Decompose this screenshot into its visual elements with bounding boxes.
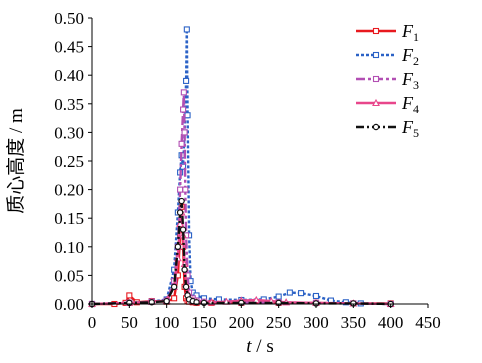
data-point [182, 283, 190, 291]
legend-marker [372, 75, 380, 83]
x-tick-label: 300 [303, 313, 329, 332]
data-point [181, 129, 188, 136]
series-line [91, 28, 391, 306]
data-point [180, 106, 187, 113]
legend-entry: F2 [356, 45, 419, 68]
data-point [312, 292, 320, 300]
legend-subscript: 4 [413, 102, 419, 116]
x-tick-label: 200 [229, 313, 255, 332]
legend-marker [372, 123, 380, 131]
series-F3 [88, 89, 394, 308]
x-tick-label: 400 [378, 313, 404, 332]
x-axis-variable: t [246, 336, 252, 357]
data-point [170, 283, 178, 291]
legend-name: F [401, 117, 414, 137]
axes: 0 50 100 150 200 250 300 350 400 450 0.00 0.05 0.10 0… [5, 9, 441, 357]
y-tick-label: 0.25 [54, 152, 84, 171]
legend-subscript: 5 [413, 126, 419, 140]
data-point [286, 289, 293, 296]
y-tick-label: 0.10 [54, 238, 84, 257]
data-point [180, 89, 187, 96]
y-tick-label: 0.20 [54, 181, 84, 200]
legend-marker [372, 27, 380, 35]
legend-entry: F4 [356, 93, 419, 116]
data-point [178, 140, 185, 147]
series-layer [88, 26, 395, 308]
data-point [163, 297, 170, 305]
y-tick-label: 0.05 [54, 266, 84, 285]
legend-name: F [401, 93, 414, 113]
data-point [184, 112, 191, 119]
legend-name: F [401, 21, 414, 41]
data-point [182, 186, 189, 193]
y-axis-title: 质心高度 / m [5, 108, 27, 214]
y-tick-label: 0.45 [54, 38, 84, 57]
data-point [275, 293, 282, 300]
y-tick-label: 0.00 [54, 295, 84, 314]
data-point [176, 209, 184, 216]
legend-label: F4 [401, 93, 419, 116]
y-tick-label: 0.50 [54, 9, 84, 28]
x-tick-label: 100 [154, 313, 180, 332]
series-line [92, 205, 391, 306]
y-tick-label: 0.15 [54, 209, 84, 228]
legend-marker [372, 98, 380, 107]
data-point [181, 266, 188, 273]
legend-entry: F1 [356, 21, 419, 44]
series-line [91, 199, 391, 306]
x-tick-label: 50 [121, 313, 138, 332]
legend-entry: F5 [356, 117, 419, 140]
series-F5 [88, 197, 394, 308]
legend-subscript: 3 [413, 78, 419, 92]
series-line [91, 211, 391, 306]
data-point [179, 226, 187, 233]
legend-marker [372, 51, 380, 59]
legend-subscript: 2 [413, 54, 419, 68]
y-tick-label: 0.40 [54, 66, 84, 85]
x-tick-label: 350 [341, 313, 367, 332]
x-axis-unit: / s [252, 336, 274, 357]
y-tick-label: 0.35 [54, 95, 84, 114]
data-point [174, 243, 182, 250]
data-point [252, 295, 261, 304]
legend-label: F5 [401, 117, 419, 140]
legend-subscript: 1 [413, 30, 419, 44]
legend-label: F3 [401, 69, 419, 92]
data-point [298, 290, 305, 297]
x-tick-label: 150 [191, 313, 217, 332]
legend-label: F2 [401, 45, 419, 68]
data-point [183, 26, 190, 33]
x-tick-label: 0 [88, 313, 97, 332]
x-tick-label: 450 [415, 313, 441, 332]
series-line [91, 91, 391, 306]
x-axis-title: t / s [246, 336, 273, 357]
legend-entry: F3 [356, 69, 419, 92]
data-point [171, 295, 178, 302]
series-F2 [88, 26, 394, 308]
series-F1 [88, 203, 394, 308]
data-point [183, 77, 190, 84]
legend-label: F1 [401, 21, 419, 44]
x-tick-label: 250 [266, 313, 292, 332]
data-point [178, 197, 185, 205]
series-F4 [88, 208, 395, 308]
data-point [177, 186, 184, 193]
data-point [126, 292, 133, 299]
legend-name: F [401, 45, 414, 65]
legend-name: F [401, 69, 414, 89]
y-tick-label: 0.30 [54, 123, 84, 142]
